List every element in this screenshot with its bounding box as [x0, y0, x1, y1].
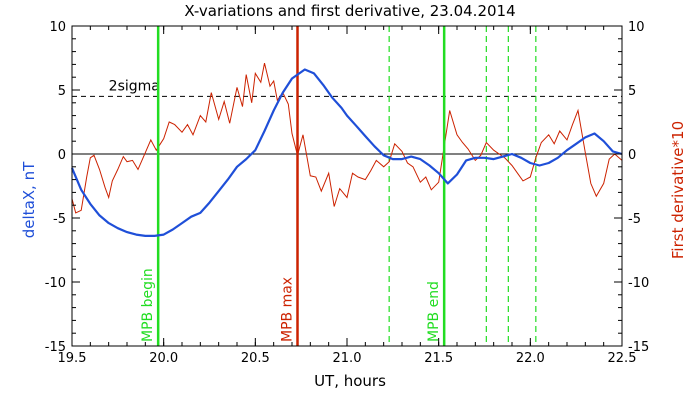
x-tick-label: 22.0: [516, 351, 545, 366]
x-tick-label: 20.0: [149, 351, 178, 366]
marker-label: MPB end: [426, 281, 442, 342]
x-tick-label: 21.0: [333, 351, 362, 366]
left-y-tick-label: 0: [58, 148, 66, 163]
right-y-tick-label: 5: [628, 84, 636, 99]
left-y-tick-label: 10: [49, 20, 66, 35]
derivative-series-line: [71, 62, 623, 214]
left-y-tick-label: -15: [45, 340, 66, 355]
threshold-label: 2sigma: [109, 78, 160, 94]
left-y-tick-label: -5: [53, 212, 66, 227]
left-y-tick-label: 5: [58, 84, 66, 99]
x-tick-label: 21.5: [424, 351, 453, 366]
x-tick-label: 22.5: [608, 351, 637, 366]
right-y-tick-label: -10: [628, 276, 649, 291]
deltax-series-line: [70, 68, 623, 237]
right-y-tick-label: 0: [628, 148, 636, 163]
x-axis-label: UT, hours: [314, 372, 386, 390]
right-y-axis-label: First derivative*10: [669, 121, 687, 259]
right-y-tick-label: -5: [628, 212, 641, 227]
plot-area: 2sigma MPB begin MPB max MPB end 19.5 20.0 20.…: [45, 20, 649, 366]
left-y-tick-label: -10: [45, 276, 66, 291]
right-y-tick-label: -15: [628, 340, 649, 355]
marker-label: MPB begin: [140, 268, 156, 342]
x-tick-label: 19.5: [58, 351, 87, 366]
x-tick-label: 20.5: [241, 351, 270, 366]
chart-title: X-variations and first derivative, 23.04…: [184, 2, 515, 20]
marker-label: MPB max: [280, 277, 296, 342]
left-y-axis-label: deltaX, nT: [20, 161, 38, 238]
right-y-tick-label: 10: [628, 20, 645, 35]
